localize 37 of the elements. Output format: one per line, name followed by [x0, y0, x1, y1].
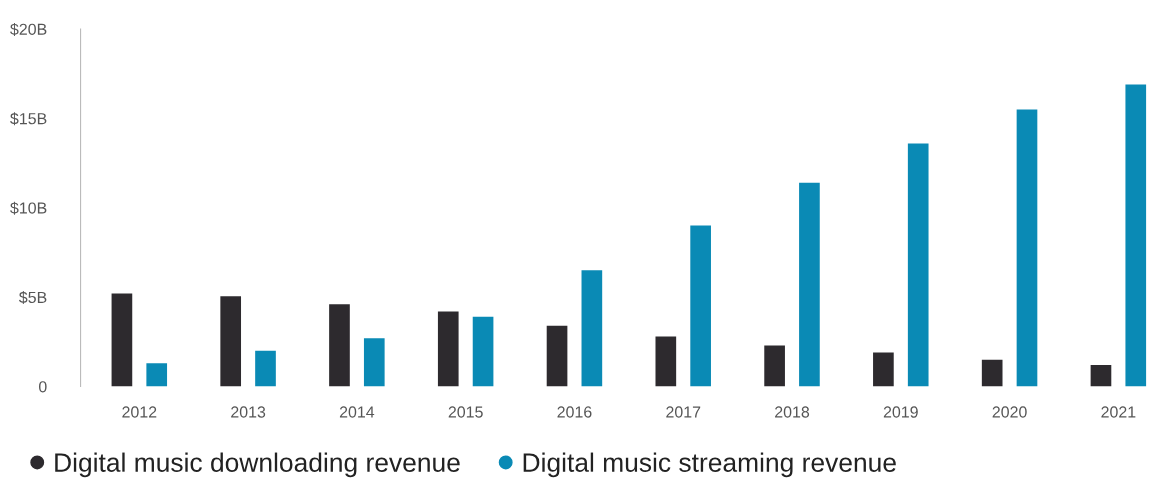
y-tick-label: $10B	[10, 201, 47, 215]
bar	[1125, 84, 1147, 387]
x-tick-label: 2021	[1101, 406, 1136, 418]
x-tick-label: 2020	[992, 406, 1027, 418]
bar	[220, 296, 242, 387]
bar	[363, 338, 385, 387]
bar	[1090, 365, 1112, 387]
bar	[764, 345, 785, 387]
legend-label: Digital music downloading revenue	[55, 452, 460, 478]
bar	[437, 311, 459, 387]
x-tick-label: 2019	[883, 406, 918, 418]
bar	[581, 270, 603, 387]
bar	[907, 143, 929, 387]
y-tick-label: 0	[38, 381, 47, 393]
x-tick-label: 2015	[448, 406, 483, 418]
x-tick-label: 2017	[666, 406, 701, 418]
x-tick-label: 2013	[231, 406, 266, 418]
legend-label: Digital music streaming revenue	[523, 452, 896, 478]
bar	[873, 352, 894, 387]
bar	[255, 350, 276, 387]
bar	[472, 316, 494, 387]
y-tick-label: $20B	[10, 22, 47, 36]
y-tick-label: $15B	[10, 112, 47, 126]
bar	[329, 304, 350, 387]
bar	[1016, 109, 1038, 387]
bar	[981, 359, 1003, 387]
x-tick-label: 2012	[122, 406, 157, 418]
bar	[799, 182, 820, 387]
y-tick-label: $5B	[18, 291, 47, 305]
bar	[655, 336, 677, 387]
bar	[690, 225, 711, 387]
x-tick-label: 2018	[775, 406, 810, 418]
x-tick-label: 2014	[339, 406, 375, 418]
bar	[546, 325, 568, 387]
bar	[111, 293, 133, 387]
bar	[146, 363, 168, 387]
x-tick-label: 2016	[557, 406, 592, 418]
